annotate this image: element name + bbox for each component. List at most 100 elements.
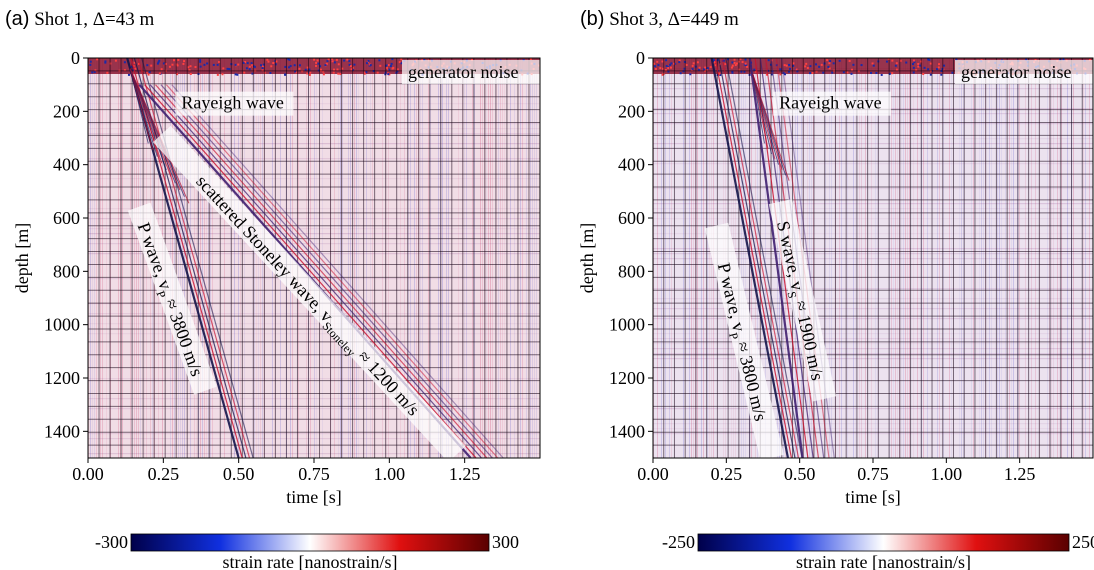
trace-stripe <box>522 58 523 458</box>
generator-noise-speck <box>293 64 296 67</box>
annotation-box <box>402 60 540 84</box>
depth-row <box>653 343 1093 345</box>
generator-noise-speck <box>809 65 812 68</box>
trace-stripe <box>1019 58 1020 458</box>
generator-noise-speck <box>266 58 269 61</box>
generator-noise-speck <box>387 73 390 76</box>
generator-noise-speck <box>353 63 356 66</box>
trace-stripe <box>1047 58 1048 458</box>
trace-stripe <box>1011 58 1012 458</box>
generator-noise-speck <box>234 73 237 76</box>
y-tick-label: 1400 <box>609 421 645 441</box>
trace-stripe <box>536 58 537 458</box>
generator-noise-speck <box>891 59 894 62</box>
depth-row <box>653 88 1093 90</box>
generator-noise-speck <box>937 66 940 69</box>
generator-noise-speck <box>400 58 403 61</box>
generator-noise-speck <box>319 65 322 68</box>
generator-noise-speck <box>319 68 322 71</box>
generator-noise-speck <box>929 73 932 76</box>
generator-noise-speck <box>146 64 149 67</box>
trace-stripe <box>893 58 894 458</box>
depth-row <box>653 423 1093 425</box>
trace-stripe <box>498 58 499 458</box>
generator-noise-speck <box>132 68 135 71</box>
colorbar-max-label: 300 <box>492 532 519 552</box>
generator-noise-speck <box>529 58 532 61</box>
generator-noise-speck <box>396 70 399 73</box>
generator-noise-speck <box>324 64 327 67</box>
trace-stripe <box>410 58 411 458</box>
generator-noise-speck <box>739 58 742 61</box>
depth-row <box>88 278 540 280</box>
depth-row <box>653 203 1093 205</box>
trace-stripe <box>1089 58 1090 458</box>
trace-stripe <box>206 58 207 458</box>
trace-stripe <box>358 58 359 458</box>
generator-noise-speck <box>657 64 660 67</box>
generator-noise-speck <box>363 71 366 74</box>
generator-noise-speck <box>891 72 894 75</box>
trace-stripe <box>1025 58 1026 458</box>
generator-noise-speck <box>369 64 372 67</box>
generator-noise-speck <box>216 63 219 66</box>
generator-noise-speck <box>332 71 335 74</box>
generator-noise-speck <box>940 73 943 76</box>
generator-noise-speck <box>894 64 897 67</box>
generator-noise-speck <box>811 72 814 75</box>
trace-stripe <box>258 58 259 458</box>
trace-stripe <box>1051 58 1052 458</box>
trace-stripe <box>1005 58 1006 458</box>
generator-noise-speck <box>168 65 171 68</box>
trace-stripe <box>991 58 992 458</box>
generator-noise-speck <box>1088 58 1091 61</box>
depth-row <box>88 158 540 160</box>
trace-stripe <box>366 58 367 458</box>
s-wave-label-subscript: S <box>784 290 799 300</box>
generator-noise-speck <box>654 68 657 71</box>
generator-noise-speck <box>888 72 891 75</box>
trace-stripe <box>895 58 896 458</box>
generator-noise-speck <box>691 68 694 71</box>
generator-noise-speck <box>470 58 473 61</box>
generator-noise-speck <box>827 65 830 68</box>
trace-stripe <box>240 58 241 458</box>
x-tick-label: 0.75 <box>298 464 330 484</box>
trace-stripe <box>92 58 93 458</box>
generator-noise-speck <box>731 70 734 73</box>
generator-noise-speck <box>157 61 160 64</box>
trace-stripe <box>959 58 960 458</box>
trace-stripe <box>416 58 417 458</box>
trace-stripe <box>306 58 307 458</box>
trace-stripe <box>741 58 742 458</box>
generator-noise-speck <box>917 62 920 65</box>
generator-noise-speck <box>905 61 908 64</box>
depth-row <box>653 258 1093 260</box>
trace-stripe <box>322 58 323 458</box>
trace-stripe <box>693 58 694 458</box>
x-tick-label: 0.00 <box>637 464 669 484</box>
generator-noise-speck <box>665 59 668 62</box>
panel-a: (a) Shot 1, Δ=43 m generator noise Rayeig… <box>5 8 541 570</box>
depth-row <box>653 138 1093 140</box>
axes: 0.00 0.25 0.50 0.75 1.00 1.25 0 200 400 600 800 100… <box>577 48 1035 507</box>
trace-stripe <box>751 58 752 458</box>
trace-stripe <box>701 58 702 458</box>
depth-row <box>653 233 1093 235</box>
generator-noise-speck <box>389 65 392 68</box>
x-tick-label: 1.00 <box>374 464 406 484</box>
trace-stripe <box>496 58 497 458</box>
generator-noise-speck <box>104 61 107 64</box>
y-tick-label: 200 <box>618 101 645 121</box>
generator-noise-speck <box>706 67 709 70</box>
y-tick-label: 400 <box>618 155 645 175</box>
trace-stripe <box>839 58 840 458</box>
generator-noise-speck <box>838 59 841 62</box>
trace-stripe <box>196 58 197 458</box>
generator-noise-speck <box>928 58 931 61</box>
trace-stripe <box>502 58 503 458</box>
generator-noise-speck <box>683 67 686 70</box>
generator-noise-speck <box>176 73 179 76</box>
trace-stripe <box>745 58 746 458</box>
depth-row <box>653 408 1093 410</box>
